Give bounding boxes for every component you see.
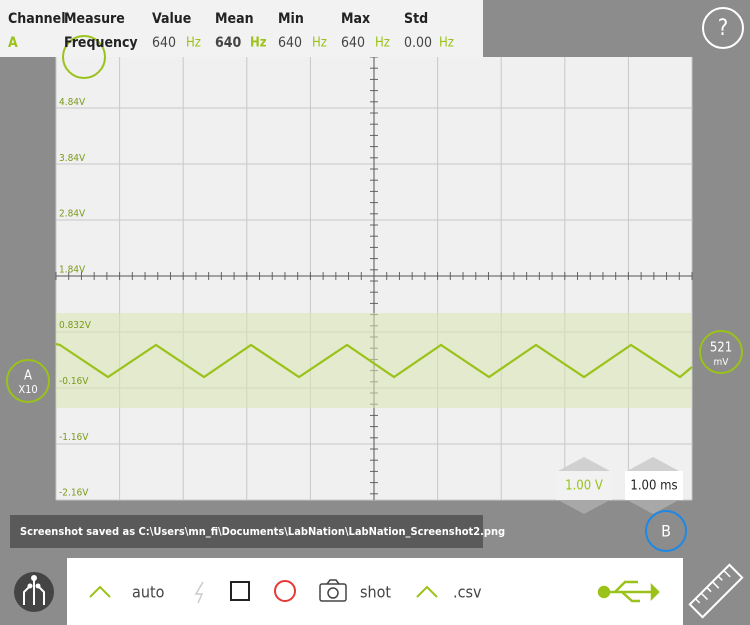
unit: Hz bbox=[250, 36, 267, 51]
unit: Hz bbox=[375, 36, 390, 51]
status-message: Screenshot saved as C:\Users\mn_fi\Docum… bbox=[20, 525, 505, 538]
max: 640 bbox=[341, 35, 365, 51]
measure: Frequency bbox=[64, 35, 138, 51]
logo bbox=[14, 572, 54, 612]
voltage-label: 0.832V bbox=[59, 320, 92, 331]
time-per-div: 1.00 ms bbox=[630, 479, 677, 494]
voltage-labels: 4.84V 3.84V 2.84V 1.84V 0.832V -0.16V -1.16V -2… bbox=[59, 97, 92, 499]
help-button[interactable] bbox=[702, 7, 744, 49]
measurement-panel bbox=[0, 0, 483, 57]
voltage-label: -0.16V bbox=[59, 376, 89, 387]
std: 0.00 bbox=[404, 35, 432, 51]
header: Std bbox=[404, 11, 428, 27]
voltage-label: 3.84V bbox=[59, 153, 86, 164]
trigger-unit: mV bbox=[714, 357, 730, 368]
header: Mean bbox=[215, 11, 254, 27]
record-button[interactable] bbox=[274, 580, 296, 602]
channel-a-label: A bbox=[24, 369, 32, 384]
usb-icon bbox=[597, 580, 660, 603]
trigger-marker[interactable] bbox=[699, 330, 743, 374]
auto-button[interactable]: auto bbox=[132, 583, 165, 602]
up-arrow[interactable] bbox=[558, 457, 610, 471]
flash-icon[interactable] bbox=[194, 581, 204, 604]
csv-button[interactable]: .csv bbox=[453, 583, 482, 602]
header: Value bbox=[152, 11, 191, 27]
up-arrow[interactable] bbox=[627, 457, 679, 471]
channel-a-marker[interactable] bbox=[6, 359, 50, 403]
auto-icon[interactable] bbox=[89, 585, 111, 598]
channel-band bbox=[56, 313, 692, 408]
csv-icon[interactable] bbox=[416, 585, 438, 598]
channel: A bbox=[8, 35, 18, 51]
mean: 640 bbox=[215, 35, 242, 51]
voltage-label: 1.84V bbox=[59, 264, 86, 275]
shot-button[interactable]: shot bbox=[360, 583, 391, 602]
header: Min bbox=[278, 11, 304, 27]
down-arrow[interactable] bbox=[627, 500, 679, 514]
volts-per-div: 1.00 V bbox=[565, 479, 603, 494]
channel-b-label: B bbox=[661, 522, 671, 541]
waveform bbox=[55, 342, 693, 379]
voltage-label: -1.16V bbox=[59, 432, 89, 443]
status-bar bbox=[10, 515, 483, 548]
unit: Hz bbox=[439, 36, 454, 51]
header: Measure bbox=[64, 11, 125, 27]
ruler-icon[interactable] bbox=[688, 563, 744, 619]
unit: Hz bbox=[186, 36, 201, 51]
probe-label: X10 bbox=[18, 383, 37, 396]
voltage-label: -2.16V bbox=[59, 488, 89, 499]
unit: Hz bbox=[312, 36, 327, 51]
voltage-label: 4.84V bbox=[59, 97, 86, 108]
stop-button[interactable] bbox=[230, 581, 250, 601]
camera-icon[interactable] bbox=[319, 579, 347, 602]
header: Channel bbox=[8, 11, 66, 27]
trigger-value: 521 bbox=[710, 341, 732, 356]
help-label: ? bbox=[718, 16, 729, 41]
marker bbox=[62, 35, 106, 79]
down-arrow[interactable] bbox=[558, 500, 610, 514]
header: Max bbox=[341, 11, 370, 27]
volts-box[interactable] bbox=[556, 471, 612, 500]
min: 640 bbox=[278, 35, 302, 51]
voltage-label: 2.84V bbox=[59, 209, 86, 220]
toolbar bbox=[67, 558, 683, 625]
channel-b-button[interactable] bbox=[645, 510, 687, 552]
time-box[interactable] bbox=[625, 471, 683, 500]
value: 640 bbox=[152, 35, 176, 51]
